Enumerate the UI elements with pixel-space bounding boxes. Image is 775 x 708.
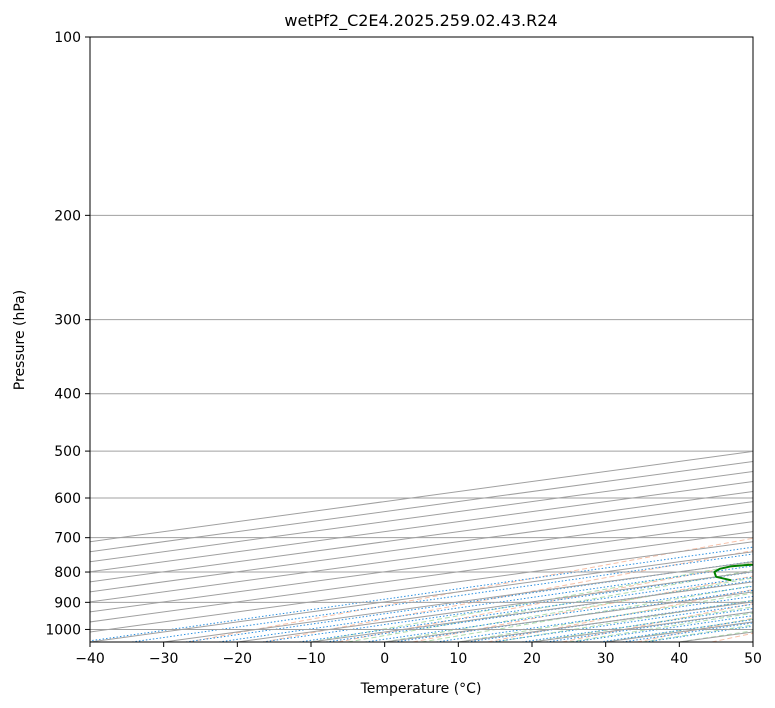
y-tick-label: 700 (54, 531, 81, 547)
y-tick-label: 500 (54, 444, 81, 460)
x-tick-label: −20 (223, 651, 253, 667)
y-tick-label: 800 (54, 565, 81, 581)
x-axis: −40 −30 −20 −10 0 10 20 30 40 50 (75, 642, 762, 667)
y-tick-label: 600 (54, 491, 81, 507)
y-axis-label: Pressure (hPa) (12, 290, 28, 390)
isotherm-line (90, 481, 753, 573)
x-tick-label: −30 (149, 651, 179, 667)
mixing-ratio-line (326, 580, 753, 642)
x-tick-label: 20 (523, 651, 541, 667)
y-tick-label: 200 (54, 208, 81, 224)
grid-lines (90, 37, 753, 642)
x-tick-label: −40 (75, 651, 105, 667)
mixing-ratio-line (365, 585, 753, 642)
isotherm-line (90, 470, 753, 563)
mixing-ratio-line (436, 595, 753, 642)
x-tick-label: −10 (296, 651, 326, 667)
mixing-ratio-line (131, 553, 753, 642)
x-axis-label: Temperature (°C) (360, 681, 482, 697)
y-tick-label: 100 (54, 30, 81, 46)
x-tick-label: 0 (380, 651, 389, 667)
moist-adiabat (347, 569, 753, 642)
y-tick-label: 900 (54, 595, 81, 611)
isotherm-line (90, 460, 753, 553)
isotherm-line (90, 450, 753, 543)
moist-adiabat (421, 585, 753, 642)
plot-frame (89, 36, 754, 643)
x-tick-label: 40 (670, 651, 688, 667)
x-tick-label: 30 (597, 651, 615, 667)
x-tick-label: 50 (744, 651, 762, 667)
y-tick-label: 400 (54, 387, 81, 403)
isotherm-line (90, 531, 753, 623)
y-tick-label: 1000 (45, 622, 81, 638)
isotherm-line (90, 521, 753, 613)
dry-adiabat (188, 537, 753, 642)
chart-title: wetPf2_C2E4.2025.259.02.43.R24 (284, 11, 557, 31)
isotherm-line (90, 501, 753, 593)
y-tick-label: 300 (54, 313, 81, 329)
x-tick-label: 10 (449, 651, 467, 667)
isotherm-line (90, 511, 753, 603)
y-axis: 100 200 300 400 500 600 700 800 900 1000 (45, 30, 90, 638)
isotherm-line (90, 491, 753, 583)
moist-adiabat (310, 562, 753, 642)
